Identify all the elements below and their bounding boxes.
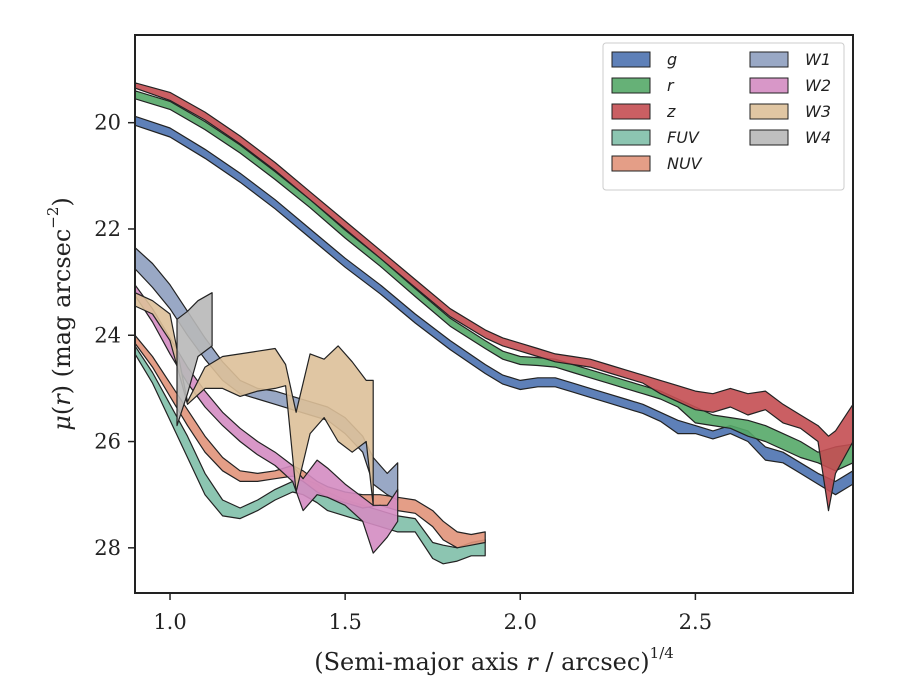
y-axis-label-sup: −2 xyxy=(44,207,62,229)
legend-swatch-g xyxy=(611,51,651,68)
band-w2 xyxy=(135,284,399,554)
x-ticks: 1.0 1.5 2.0 2.5 xyxy=(153,593,712,634)
plot-frame xyxy=(134,34,854,594)
legend-label-r: r xyxy=(667,76,675,95)
x-axis-label-prefix: (Semi-major axis xyxy=(314,648,526,676)
x-tick-label: 1.0 xyxy=(153,610,186,634)
band-g xyxy=(135,115,853,496)
legend-label-w2: W2 xyxy=(805,76,831,95)
legend-label-w3: W3 xyxy=(805,102,831,121)
y-axis-label-var: r xyxy=(48,393,76,406)
x-axis-label-suffix: / arcsec) xyxy=(538,648,650,676)
bands-layer xyxy=(135,82,853,565)
legend-swatch-w1 xyxy=(749,51,789,68)
x-tick-label: 2.5 xyxy=(679,610,712,634)
x-tick-label: 1.5 xyxy=(328,610,361,634)
y-axis-label-close: ) (mag arcsec xyxy=(48,229,76,395)
legend-swatch-z xyxy=(611,103,651,120)
y-axis-label: μ(r) (mag arcsec−2) xyxy=(44,197,76,431)
x-axis-label-sup: 1/4 xyxy=(650,644,674,662)
x-tick-label: 2.0 xyxy=(504,610,537,634)
legend-swatch-fuv xyxy=(611,129,651,146)
y-tick-label: 20 xyxy=(94,111,121,135)
y-tick-label: 24 xyxy=(94,323,121,347)
y-tick-label: 22 xyxy=(94,217,121,241)
legend-swatch-r xyxy=(611,77,651,94)
band-r xyxy=(135,90,853,472)
band-nuv xyxy=(135,334,486,549)
legend: grz FUV NUV W1 W2 W3 W4 xyxy=(602,42,845,191)
band-w3 xyxy=(135,292,374,506)
legend-label-w1: W1 xyxy=(805,50,831,69)
y-axis-label-open: ( xyxy=(48,406,76,415)
y-axis-label-mu: μ xyxy=(48,415,76,431)
legend-label-z: z xyxy=(666,102,676,121)
legend-swatch-w2 xyxy=(749,77,789,94)
legend-swatch-nuv xyxy=(611,155,651,172)
y-axis-label-end: ) xyxy=(48,197,76,206)
legend-label-nuv: NUV xyxy=(667,154,703,173)
y-tick-label: 26 xyxy=(94,430,121,454)
legend-label-fuv: FUV xyxy=(667,128,700,147)
y-tick-label: 28 xyxy=(94,536,121,560)
band-w4 xyxy=(176,292,213,427)
y-ticks: 20 22 24 26 28 xyxy=(94,111,135,560)
legend-label-w4: W4 xyxy=(805,128,831,147)
legend-label-g: g xyxy=(667,50,677,69)
band-z xyxy=(135,82,853,512)
legend-swatch-w3 xyxy=(749,103,789,120)
x-axis-label: (Semi-major axis r / arcsec)1/4 xyxy=(314,644,674,676)
legend-swatch-w4 xyxy=(749,129,789,146)
x-axis-label-var: r xyxy=(526,648,539,676)
